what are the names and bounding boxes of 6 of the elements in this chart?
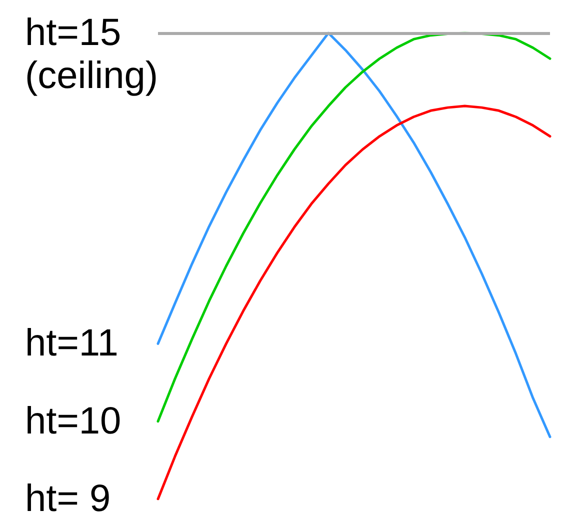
y-tick-label: ht= 9 (25, 478, 111, 518)
ref-line-label: (ceiling) (25, 55, 158, 97)
y-tick-label: ht=10 (25, 400, 122, 442)
y-tick-label: ht=15 (25, 12, 122, 54)
y-tick-label: ht=11 (25, 322, 118, 365)
line-series (156, 104, 552, 500)
